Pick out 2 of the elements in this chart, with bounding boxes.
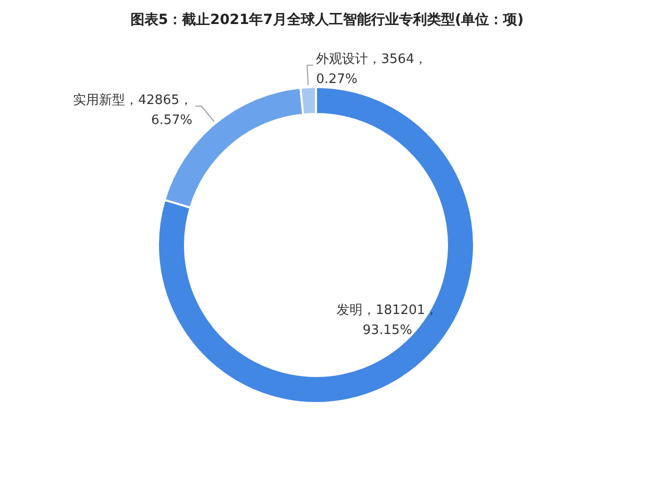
chart-title: 图表5：截止2021年7月全球人工智能行业专利类型(单位：项) — [130, 11, 524, 28]
slice-label: 实用新型，42865，6.57% — [73, 93, 192, 128]
